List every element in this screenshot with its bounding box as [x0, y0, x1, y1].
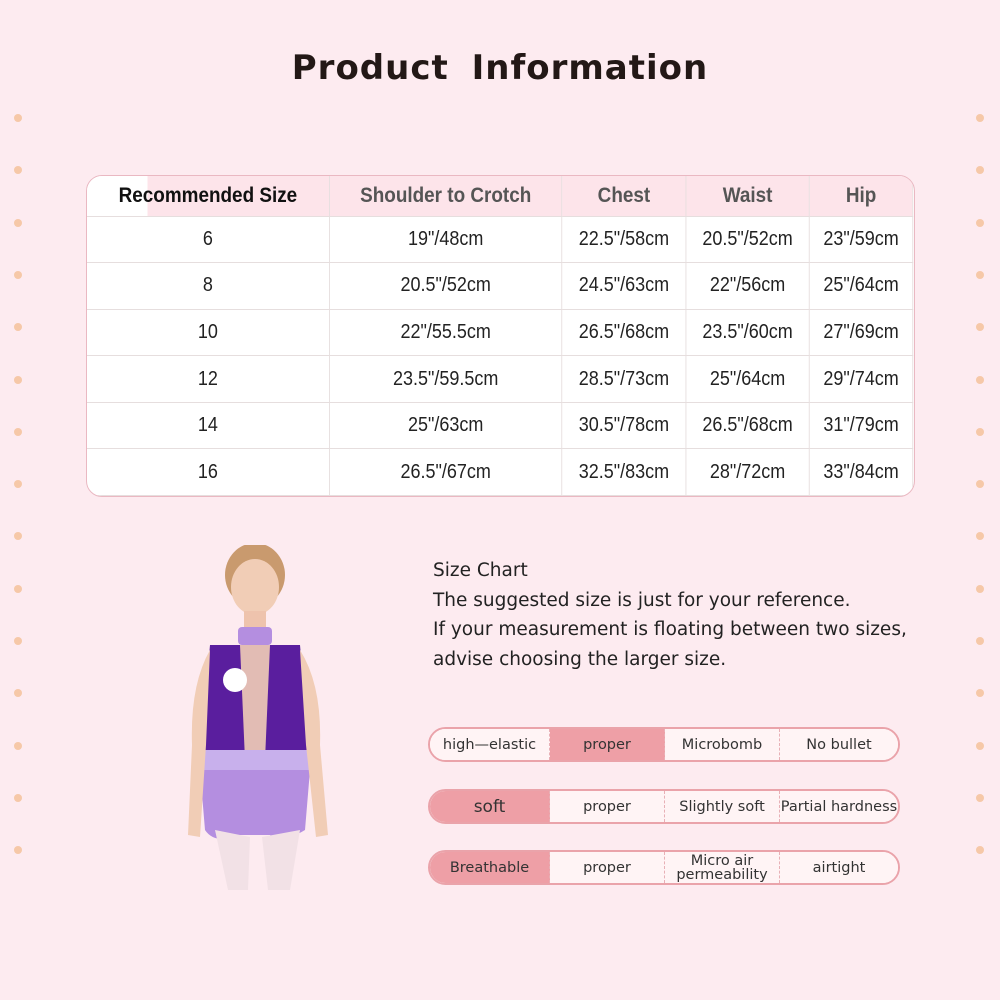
attribute-option: airtight — [780, 852, 898, 883]
decorative-dot — [976, 584, 984, 593]
column-header: Chest — [561, 176, 687, 217]
table-cell: 26.5"/67cm — [328, 448, 563, 496]
decorative-dot — [14, 793, 22, 802]
page-title: Product Information — [291, 48, 709, 88]
attribute-option: Slightly soft — [665, 791, 780, 822]
table-cell: 33"/84cm — [808, 448, 914, 496]
table-cell: 12 — [87, 355, 330, 403]
table-cell: 19"/48cm — [328, 215, 563, 264]
table-cell: 23"/59cm — [808, 215, 914, 264]
decorative-dot — [976, 793, 984, 802]
table-cell: 30.5"/78cm — [561, 401, 687, 450]
table-cell: 25"/64cm — [808, 262, 914, 310]
table-cell: 14 — [87, 401, 330, 450]
table-row: 6 19"/48cm 22.5"/58cm 20.5"/52cm 23"/59cm — [87, 215, 914, 264]
table-cell: 22"/56cm — [685, 262, 810, 310]
table-cell: 28"/72cm — [685, 448, 810, 496]
table-cell: 27"/69cm — [808, 308, 914, 357]
attribute-scale: high—elastic proper Microbomb No bullet — [428, 727, 900, 762]
decorative-dot — [14, 584, 22, 593]
decorative-dot — [14, 532, 22, 541]
decorative-dot — [976, 689, 984, 698]
decorative-dot — [14, 270, 22, 279]
decorative-dot — [976, 480, 984, 489]
table-cell: 25"/64cm — [685, 355, 810, 403]
table-row: 8 20.5"/52cm 24.5"/63cm 22"/56cm 25"/64cm — [87, 262, 914, 310]
table-cell: 26.5"/68cm — [685, 401, 810, 450]
decorative-dot — [976, 637, 984, 645]
table-cell: 32.5"/83cm — [561, 448, 687, 496]
decorative-dot — [976, 427, 984, 436]
table-cell: 20.5"/52cm — [328, 262, 563, 310]
size-chart-note: Size Chart The suggested size is just fo… — [433, 556, 907, 674]
table-cell: 16 — [87, 448, 330, 496]
decorative-dot — [14, 846, 22, 855]
decorative-dot — [976, 114, 984, 122]
table-cell: 23.5"/60cm — [685, 308, 810, 357]
table-cell: 10 — [87, 308, 330, 357]
product-model-image — [188, 545, 328, 890]
attribute-option: proper — [550, 729, 665, 760]
decorative-dot — [976, 375, 984, 384]
decorative-dot — [14, 166, 22, 175]
table-cell: 22"/55.5cm — [328, 308, 563, 357]
table-cell: 26.5"/68cm — [561, 308, 687, 357]
attribute-option: No bullet — [780, 729, 898, 760]
decorative-dot — [14, 637, 22, 645]
attribute-scale: Breathable proper Micro air permeability ai… — [428, 850, 900, 885]
table-row: 12 23.5"/59.5cm 28.5"/73cm 25"/64cm 29"/74cm — [87, 355, 914, 403]
table-row: 16 26.5"/67cm 32.5"/83cm 28"/72cm 33"/84cm — [87, 448, 914, 496]
table-row: 10 22"/55.5cm 26.5"/68cm 23.5"/60cm 27"/69cm — [87, 308, 914, 357]
decorative-dot — [976, 166, 984, 175]
column-header: Shoulder to Crotch — [328, 176, 563, 217]
attribute-option: soft — [430, 791, 550, 822]
attribute-option: Microbomb — [665, 729, 780, 760]
decorative-dot — [14, 218, 22, 227]
decorative-dot — [14, 375, 22, 384]
decorative-dot — [14, 480, 22, 489]
attribute-scale: soft proper Slightly soft Partial hardness — [428, 789, 900, 824]
decorative-dot — [976, 741, 984, 750]
table-cell: 8 — [87, 262, 330, 310]
table-cell: 22.5"/58cm — [561, 215, 687, 264]
table-cell: 25"/63cm — [328, 401, 563, 450]
decorative-dot — [14, 427, 22, 436]
attribute-option: Partial hardness — [780, 791, 898, 822]
column-header: Hip — [808, 176, 914, 217]
info-heading: Size Chart — [433, 560, 528, 581]
attribute-option: high—elastic — [430, 729, 550, 760]
info-line: If your measurement is floating between … — [433, 619, 907, 640]
info-line: The suggested size is just for your refe… — [433, 589, 851, 611]
table-cell: 28.5"/73cm — [561, 355, 687, 403]
decorative-dot — [14, 114, 22, 122]
column-header: Recommended Size — [87, 176, 330, 217]
column-header: Waist — [685, 176, 810, 217]
decorative-dot — [14, 741, 22, 750]
table-cell: 6 — [87, 215, 330, 264]
table-row: 14 25"/63cm 30.5"/78cm 26.5"/68cm 31"/79cm — [87, 401, 914, 450]
table-cell: 31"/79cm — [808, 401, 914, 450]
decorative-dot — [976, 323, 984, 332]
table-cell: 23.5"/59.5cm — [328, 355, 563, 403]
table-cell: 29"/74cm — [808, 355, 914, 403]
size-table: Recommended Size Shoulder to Crotch Chest W… — [86, 175, 915, 497]
decorative-dot — [14, 689, 22, 698]
decorative-dot — [976, 218, 984, 227]
attribute-option: proper — [550, 791, 665, 822]
decorative-dot — [976, 270, 984, 279]
info-line: advise choosing the larger size. — [433, 648, 727, 670]
decorative-dot — [14, 323, 22, 332]
attribute-option: Micro air permeability — [665, 852, 780, 883]
decorative-dot — [976, 532, 984, 541]
table-cell: 24.5"/63cm — [561, 262, 687, 310]
attribute-option: proper — [550, 852, 665, 883]
table-cell: 20.5"/52cm — [685, 215, 810, 264]
decorative-dot — [976, 846, 984, 855]
attribute-option: Breathable — [430, 852, 550, 883]
